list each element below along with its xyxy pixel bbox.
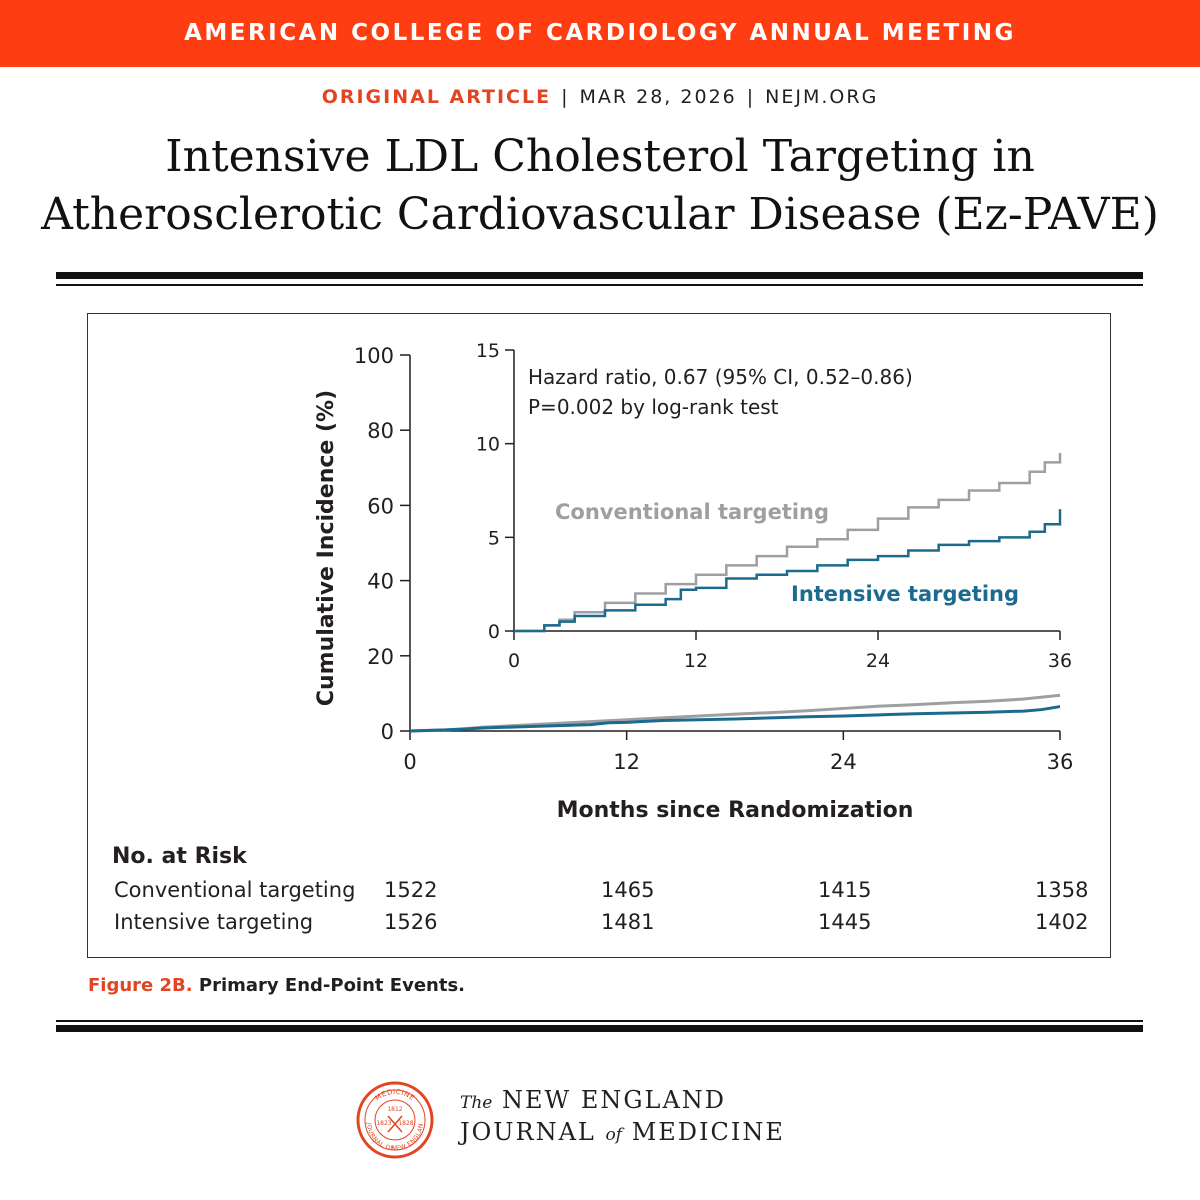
y-tick-label: 100	[354, 344, 394, 368]
article-title: Intensive LDL Cholesterol Targeting in A…	[40, 128, 1160, 244]
legend-intensive: Intensive targeting	[791, 582, 1019, 606]
risk-table-header: No. at Risk	[112, 844, 247, 869]
journal-line-2a: JOURNAL	[460, 1118, 596, 1146]
meta-separator: |	[561, 86, 570, 108]
bottom-rule-thin	[56, 1020, 1143, 1022]
top-rule-thick	[56, 272, 1143, 279]
inset-x-tick-label: 12	[684, 650, 708, 672]
journal-wordmark: The NEW ENGLAND JOURNAL of MEDICINE	[460, 1086, 785, 1146]
risk-value: 1402	[1035, 910, 1089, 934]
x-axis-label: Months since Randomization	[557, 798, 914, 823]
legend-conventional: Conventional targeting	[555, 500, 829, 524]
y-tick-label: 40	[367, 570, 394, 594]
seal-year-2: 1823	[376, 1120, 391, 1127]
bottom-rule-thick	[56, 1025, 1143, 1032]
y-tick-label: 80	[367, 419, 394, 443]
seal-year-1: 1812	[387, 1106, 402, 1113]
risk-value: 1526	[384, 910, 438, 934]
seal-year-3: 1828	[398, 1120, 413, 1127]
risk-row-intensive: Intensive targeting 1526 1481 1445 1402	[112, 910, 1092, 942]
inset-x-tick-label: 0	[508, 650, 520, 672]
x-tick-label: 24	[830, 750, 857, 774]
y-axis-label: Cumulative Incidence (%)	[314, 390, 339, 706]
title-line-2: Atherosclerotic Cardiovascular Disease (…	[41, 189, 1159, 240]
title-line-1: Intensive LDL Cholesterol Targeting in	[165, 131, 1035, 182]
x-tick-label: 0	[403, 750, 416, 774]
journal-seal-icon: MEDICINE JOURNAL OF NEW ENGLAND 1812 182…	[355, 1080, 434, 1159]
risk-value: 1522	[384, 878, 438, 902]
figure-label: Figure 2B.	[88, 975, 193, 996]
y-tick-label: 0	[381, 720, 394, 744]
inset-y-tick-label: 0	[488, 621, 500, 643]
figure-caption: Figure 2B. Primary End-Point Events.	[88, 975, 465, 996]
inset-y-tick-label: 5	[488, 527, 500, 549]
article-site: NEJM.ORG	[765, 86, 879, 108]
article-type: ORIGINAL ARTICLE	[321, 86, 552, 108]
inset-x-tick-label: 24	[866, 650, 890, 672]
journal-the: The	[460, 1093, 493, 1113]
journal-line-2b: MEDICINE	[631, 1118, 785, 1146]
risk-row-conventional: Conventional targeting 1522 1465 1415 13…	[112, 878, 1092, 910]
figure-caption-text: Primary End-Point Events.	[198, 975, 465, 996]
article-meta: ORIGINAL ARTICLE | MAR 28, 2026 | NEJM.ORG	[0, 86, 1200, 108]
risk-row-label: Intensive targeting	[114, 910, 314, 934]
risk-value: 1465	[601, 878, 655, 902]
risk-value: 1358	[1035, 878, 1089, 902]
inset-axes: 0 5 10 15 0 12 24 36 Hazard ratio, 0.67 (95% CI,…	[476, 340, 1072, 672]
journal-line-1: NEW ENGLAND	[502, 1086, 727, 1114]
top-rule-thin	[56, 284, 1143, 286]
risk-row-label: Conventional targeting	[114, 878, 356, 902]
series-line-conventional-inset	[514, 453, 1062, 633]
x-tick-label: 36	[1047, 750, 1074, 774]
journal-footer: MEDICINE JOURNAL OF NEW ENGLAND 1812 182…	[355, 1080, 875, 1160]
hazard-ratio-annotation: Hazard ratio, 0.67 (95% CI, 0.52–0.86)	[528, 365, 913, 389]
risk-value: 1481	[601, 910, 655, 934]
series-line-intensive-main	[409, 705, 1061, 733]
risk-value: 1415	[818, 878, 872, 902]
event-banner: AMERICAN COLLEGE OF CARDIOLOGY ANNUAL ME…	[0, 0, 1200, 67]
journal-of: of	[605, 1125, 623, 1145]
inset-y-tick-label: 10	[476, 434, 500, 456]
article-date: MAR 28, 2026	[579, 86, 737, 108]
meta-separator: |	[746, 86, 756, 108]
risk-table: No. at Risk Conventional targeting 1522 …	[112, 844, 1092, 942]
figure-panel: 0 20 40 60 80 100 0 12 24 36 Months since Randomiz…	[87, 313, 1111, 958]
inset-y-tick-label: 15	[476, 340, 500, 362]
inset-x-tick-label: 36	[1048, 650, 1072, 672]
y-tick-label: 20	[367, 645, 394, 669]
x-tick-label: 12	[613, 750, 640, 774]
risk-value: 1445	[818, 910, 872, 934]
y-tick-label: 60	[367, 494, 394, 518]
p-value-annotation: P=0.002 by log-rank test	[528, 395, 779, 419]
series-line-intensive-inset	[514, 509, 1062, 633]
